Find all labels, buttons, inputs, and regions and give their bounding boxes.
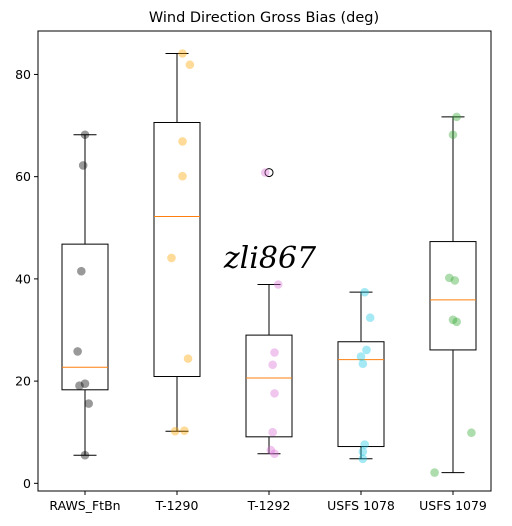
x-tick-label-t-1290: T-1290 [155, 498, 199, 513]
data-point-t-1290-4 [167, 254, 176, 263]
box-t-1290 [154, 122, 200, 376]
chart-title: Wind Direction Gross Bias (deg) [149, 10, 379, 26]
box-usfs-1079 [430, 242, 476, 350]
data-point-t-1292-4 [270, 389, 279, 398]
y-axis: 0 20 40 60 80 [15, 67, 38, 491]
x-tick-label-t-1292: T-1292 [247, 498, 291, 513]
x-tick-label-usfs-1078: USFS 1078 [327, 498, 395, 513]
data-point-usfs-1078-4 [359, 359, 368, 368]
data-point-raws-ftbn-7 [81, 451, 90, 460]
data-point-usfs-1078-2 [362, 346, 371, 355]
data-point-t-1290-5 [184, 354, 193, 363]
data-point-t-1292-5 [268, 428, 277, 437]
data-point-raws-ftbn-1 [79, 161, 88, 170]
data-point-raws-ftbn-5 [81, 379, 90, 388]
data-point-usfs-1079-1 [449, 130, 458, 139]
x-tick-label-raws-ftbn: RAWS_FtBn [49, 498, 120, 513]
data-point-usfs-1078-0 [360, 288, 369, 297]
data-point-t-1290-1 [186, 60, 195, 69]
box-raws-ftbn [62, 244, 108, 390]
box-t-1292 [246, 335, 292, 437]
data-point-usfs-1079-3 [451, 276, 460, 285]
x-tick-label-usfs-1079: USFS 1079 [419, 498, 487, 513]
data-point-t-1290-6 [171, 427, 180, 436]
data-point-usfs-1078-5 [360, 440, 369, 449]
x-axis: RAWS_FtBn T-1290 T-1292 USFS 1078 USFS 1079 [49, 491, 487, 513]
y-tick-label-80: 80 [15, 67, 31, 82]
data-point-usfs-1079-6 [467, 428, 476, 437]
data-point-usfs-1078-3 [357, 352, 366, 361]
data-point-t-1290-7 [180, 426, 189, 435]
data-point-usfs-1078-1 [366, 313, 375, 322]
data-point-raws-ftbn-0 [81, 130, 90, 139]
y-tick-label-40: 40 [15, 271, 31, 286]
watermark-text: zli867 [223, 241, 317, 276]
data-point-usfs-1079-7 [430, 468, 439, 477]
data-point-usfs-1079-0 [452, 113, 461, 122]
data-point-t-1292-7 [270, 449, 279, 458]
data-point-raws-ftbn-6 [84, 399, 93, 408]
data-point-t-1292-2 [270, 348, 279, 357]
y-tick-label-0: 0 [23, 476, 31, 491]
data-point-t-1292-3 [268, 360, 277, 369]
data-point-raws-ftbn-3 [73, 347, 82, 356]
data-point-t-1292-0 [261, 168, 270, 177]
y-tick-label-60: 60 [15, 169, 31, 184]
data-point-usfs-1079-5 [452, 318, 461, 327]
y-tick-label-20: 20 [15, 374, 31, 389]
data-point-raws-ftbn-2 [77, 267, 86, 276]
data-point-t-1290-3 [178, 172, 187, 181]
data-point-usfs-1078-7 [359, 455, 368, 464]
data-point-t-1290-0 [178, 49, 187, 58]
data-point-t-1290-2 [178, 137, 187, 146]
data-point-t-1292-1 [274, 280, 283, 289]
